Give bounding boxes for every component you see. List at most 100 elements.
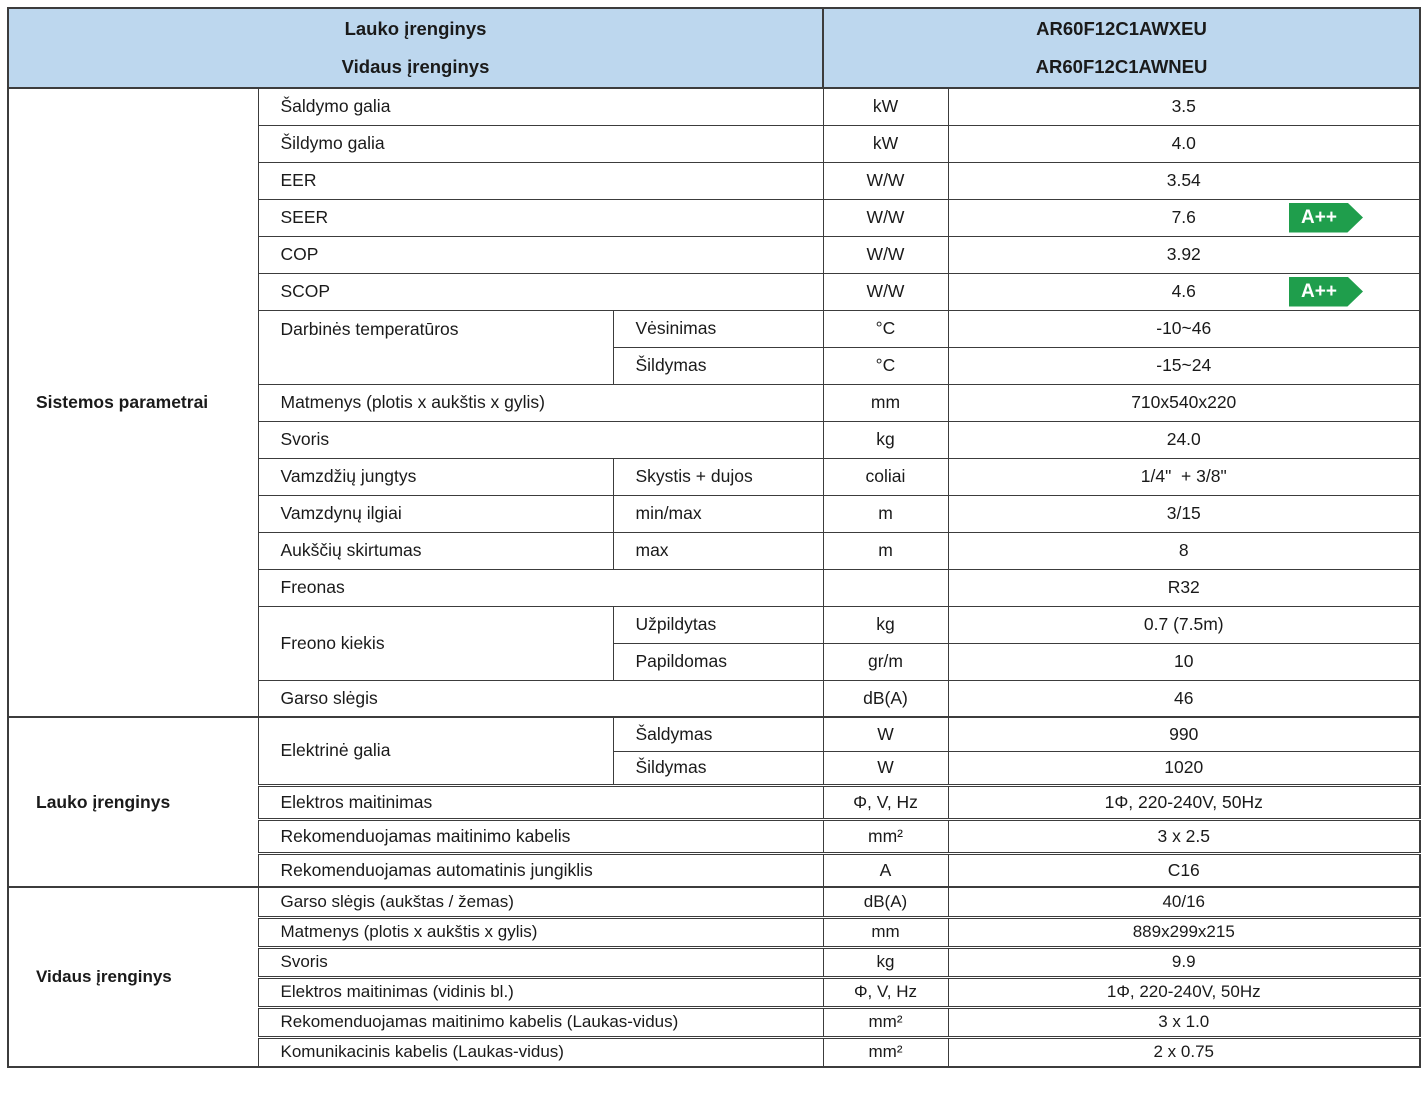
table-row: Vamzdžių jungtys Skystis + dujos coliai … bbox=[8, 457, 1421, 496]
value-cell: 7.6 A++ bbox=[947, 198, 1421, 237]
unit-label: dB(A) bbox=[822, 886, 949, 918]
subparam-label: Šildymas bbox=[612, 346, 824, 385]
unit-label: coliai bbox=[822, 457, 949, 496]
param-label: Matmenys (plotis x aukštis x gylis) bbox=[257, 915, 824, 948]
param-label: Šildymo galia bbox=[257, 124, 824, 163]
unit-type-header-cell: Lauko įrenginys Vidaus įrenginys bbox=[7, 7, 824, 89]
param-label: Rekomenduojamas automatinis jungiklis bbox=[257, 851, 824, 888]
param-label: Matmenys (plotis x aukštis x gylis) bbox=[257, 383, 824, 422]
table-row: Aukščių skirtumas max m 8 bbox=[8, 531, 1421, 570]
param-label: Garso slėgis bbox=[257, 679, 824, 718]
param-label: Vamzdžių jungtys bbox=[257, 457, 614, 496]
table-row: EER W/W 3.54 bbox=[8, 161, 1421, 200]
unit-label: mm² bbox=[822, 1005, 949, 1038]
param-label: Rekomenduojamas maitinimo kabelis (Lauka… bbox=[257, 1005, 824, 1038]
value-cell: 46 bbox=[947, 679, 1421, 718]
energy-class-badge: A++ bbox=[1289, 202, 1363, 233]
value-cell: 8 bbox=[947, 531, 1421, 570]
value-cell: 889x299x215 bbox=[947, 915, 1421, 948]
outdoor-unit-header-label: Lauko įrenginys bbox=[344, 18, 487, 39]
value-cell: 710x540x220 bbox=[947, 383, 1421, 422]
value-cell: 9.9 bbox=[947, 945, 1421, 978]
subparam-label: Skystis + dujos bbox=[612, 457, 824, 496]
table-row: Freono kiekis Užpildytas kg 0.7 (7.5m) bbox=[8, 605, 1421, 681]
param-label: Šaldymo galia bbox=[257, 87, 824, 126]
section-cell-vidaus-irenginys: Vidaus įrenginys bbox=[7, 886, 259, 1068]
model-header-cell: AR60F12C1AWXEU AR60F12C1AWNEU bbox=[822, 7, 1421, 89]
param-label: Elektrinė galia bbox=[257, 716, 614, 786]
value-cell: 3.5 bbox=[947, 87, 1421, 126]
table-row: Rekomenduojamas maitinimo kabelis (Lauka… bbox=[8, 1005, 1421, 1038]
value-cell: 40/16 bbox=[947, 886, 1421, 918]
param-label: Darbinės temperatūros bbox=[257, 309, 614, 385]
subparam-label: Papildomas bbox=[612, 642, 824, 681]
value-cell: R32 bbox=[947, 568, 1421, 607]
param-label: Aukščių skirtumas bbox=[257, 531, 614, 570]
param-label: Svoris bbox=[257, 420, 824, 459]
value-cell: C16 bbox=[947, 851, 1421, 888]
table-row: Komunikacinis kabelis (Laukas-vidus) mm²… bbox=[8, 1035, 1421, 1068]
table-row: Šildymas °C -15~24 bbox=[8, 346, 1421, 385]
unit-label: kg bbox=[822, 420, 949, 459]
param-label: SEER bbox=[257, 198, 824, 237]
unit-label: dB(A) bbox=[822, 679, 949, 718]
unit-label: W/W bbox=[822, 272, 949, 311]
unit-label: W/W bbox=[822, 198, 949, 237]
value-cell: 4.6 A++ bbox=[947, 272, 1421, 311]
param-label: SCOP bbox=[257, 272, 824, 311]
value-text: 4.6 bbox=[1171, 281, 1196, 301]
table-row: Lauko įrenginys Elektrinė galia Šaldymas… bbox=[7, 716, 1421, 888]
subparam-label: Šaldymas bbox=[612, 716, 824, 752]
unit-label: W/W bbox=[822, 235, 949, 274]
param-label: Vamzdynų ilgiai bbox=[257, 494, 614, 533]
subparam-label: Šildymas bbox=[612, 750, 824, 786]
unit-label: mm bbox=[822, 915, 949, 948]
value-cell: 3 x 1.0 bbox=[947, 1005, 1421, 1038]
table-row: Vidaus įrenginys Garso slėgis (aukštas /… bbox=[7, 886, 1421, 1068]
table-row: Šildymo galia kW 4.0 bbox=[8, 124, 1421, 163]
unit-label: Φ, V, Hz bbox=[822, 975, 949, 1008]
param-label: Elektros maitinimas (vidinis bl.) bbox=[257, 975, 824, 1008]
unit-label: m bbox=[822, 494, 949, 533]
table-row: Sistemos parametrai Šaldymo galia kW 3.5 bbox=[7, 87, 1421, 718]
table-row: COP W/W 3.92 bbox=[8, 235, 1421, 274]
unit-label: gr/m bbox=[822, 642, 949, 681]
indoor-unit-header-label: Vidaus įrenginys bbox=[341, 56, 490, 77]
value-cell: 24.0 bbox=[947, 420, 1421, 459]
table-row: Papildomas gr/m 10 bbox=[8, 642, 1421, 681]
param-label: Freono kiekis bbox=[257, 605, 614, 681]
param-label: EER bbox=[257, 161, 824, 200]
value-cell: -10~46 bbox=[947, 309, 1421, 348]
value-cell: 4.0 bbox=[947, 124, 1421, 163]
model-outdoor-label: AR60F12C1AWXEU bbox=[1036, 18, 1207, 39]
unit-label: °C bbox=[822, 346, 949, 385]
table-row: Freonas R32 bbox=[8, 568, 1421, 607]
section-cell-sistemos-parametrai: Sistemos parametrai bbox=[7, 87, 259, 718]
subparam-label: min/max bbox=[612, 494, 824, 533]
unit-label: kg bbox=[822, 945, 949, 978]
subparam-label: Užpildytas bbox=[612, 605, 824, 644]
value-cell: 10 bbox=[947, 642, 1421, 681]
param-label: COP bbox=[257, 235, 824, 274]
unit-label: mm² bbox=[822, 817, 949, 854]
table-row: Elektros maitinimas (vidinis bl.) Φ, V, … bbox=[8, 975, 1421, 1008]
param-label: Komunikacinis kabelis (Laukas-vidus) bbox=[257, 1035, 824, 1068]
param-label: Freonas bbox=[257, 568, 824, 607]
value-cell: 1Φ, 220-240V, 50Hz bbox=[947, 975, 1421, 1008]
unit-label: mm bbox=[822, 383, 949, 422]
param-label: Elektros maitinimas bbox=[257, 783, 824, 820]
subparam-label: max bbox=[612, 531, 824, 570]
unit-label: mm² bbox=[822, 1035, 949, 1068]
model-indoor-label: AR60F12C1AWNEU bbox=[1035, 56, 1208, 77]
table-row: Vamzdynų ilgiai min/max m 3/15 bbox=[8, 494, 1421, 533]
unit-label: Φ, V, Hz bbox=[822, 783, 949, 820]
table-row: Šildymas W 1020 bbox=[8, 750, 1421, 786]
subparam-label: Vėsinimas bbox=[612, 309, 824, 348]
unit-label: W bbox=[822, 716, 949, 752]
value-cell: 0.7 (7.5m) bbox=[947, 605, 1421, 644]
unit-label: W/W bbox=[822, 161, 949, 200]
unit-label: W bbox=[822, 750, 949, 786]
value-cell: 3.54 bbox=[947, 161, 1421, 200]
value-cell: 1Φ, 220-240V, 50Hz bbox=[947, 783, 1421, 820]
